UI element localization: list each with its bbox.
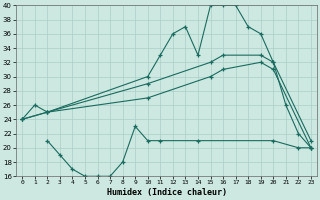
X-axis label: Humidex (Indice chaleur): Humidex (Indice chaleur) bbox=[107, 188, 227, 197]
